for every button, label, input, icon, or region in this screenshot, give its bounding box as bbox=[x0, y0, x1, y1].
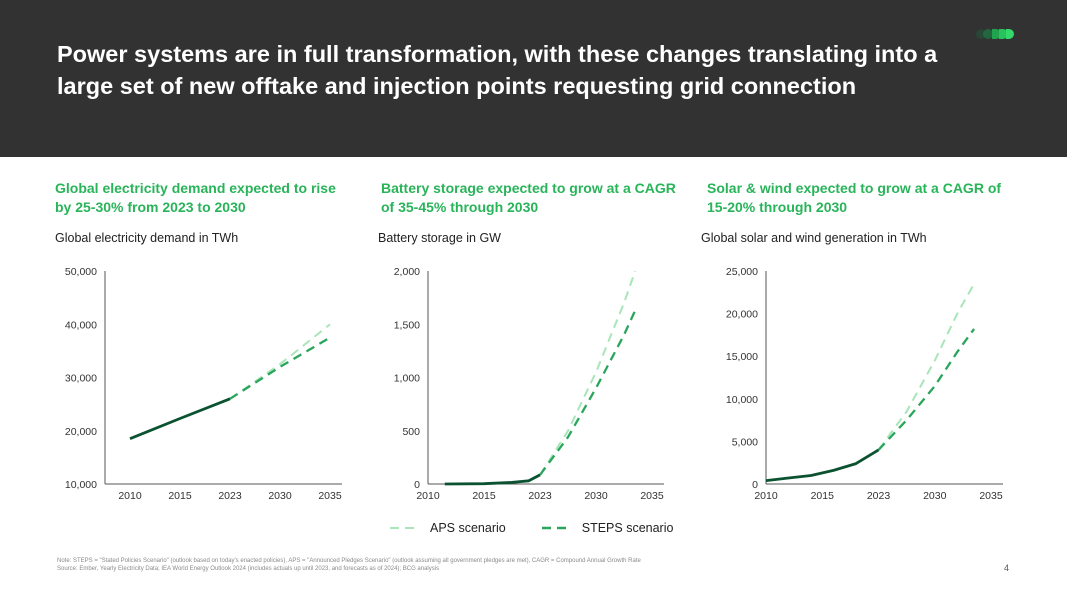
x-tick-label: 2023 bbox=[218, 490, 242, 502]
chart-solar-wind: 0 5,000 10,000 15,000 20,000 25,000 2010 2015 20… bbox=[726, 266, 1003, 502]
panel-1-subtitle: Global electricity demand in TWh bbox=[55, 231, 239, 245]
x-tick-label: 2010 bbox=[118, 490, 142, 502]
x-tick-label: 2023 bbox=[867, 490, 891, 502]
y-tick-label: 1,500 bbox=[394, 319, 420, 331]
aps-dash-icon bbox=[390, 527, 416, 529]
legend: APS scenario STEPS scenario bbox=[390, 521, 709, 535]
y-tick-label: 20,000 bbox=[726, 309, 758, 321]
x-tick-label: 2030 bbox=[584, 490, 608, 502]
series-line-steps-scenario bbox=[877, 328, 976, 451]
x-tick-label: 2030 bbox=[923, 490, 947, 502]
page-number: 4 bbox=[1004, 563, 1010, 573]
bcg-logo-icon bbox=[976, 29, 1014, 39]
footnote-note: Note: STEPS = "Stated Policies Scenario"… bbox=[57, 558, 641, 564]
series-line-aps-scenario bbox=[229, 323, 331, 400]
panel-3-subtitle: Global solar and wind generation in TWh bbox=[701, 231, 927, 245]
legend-item-steps: STEPS scenario bbox=[541, 521, 674, 535]
chart-battery-storage: 0 500 1,000 1,500 2,000 2010 2015 2023 2030 2035 bbox=[394, 266, 664, 502]
legend-label-steps: STEPS scenario bbox=[581, 521, 674, 535]
panel-1-heading: Global electricity demand expected to ri… bbox=[55, 180, 336, 215]
y-tick-label: 0 bbox=[414, 479, 420, 491]
y-tick-label: 20,000 bbox=[65, 426, 97, 438]
x-tick-label: 2010 bbox=[416, 490, 440, 502]
x-tick-label: 2015 bbox=[811, 490, 835, 502]
y-tick-label: 5,000 bbox=[732, 436, 758, 448]
x-tick-label: 2035 bbox=[318, 490, 342, 502]
y-tick-label: 30,000 bbox=[65, 373, 97, 385]
x-tick-label: 2035 bbox=[640, 490, 664, 502]
series-line-aps-scenario bbox=[539, 270, 637, 476]
series-line-steps-scenario bbox=[229, 336, 331, 400]
y-tick-label: 10,000 bbox=[726, 394, 758, 406]
footnote-source: Source: Ember, Yearly Electricity Data; … bbox=[57, 566, 440, 572]
panel-2-subtitle: Battery storage in GW bbox=[378, 231, 501, 245]
panel-2-heading: Battery storage expected to grow at a CA… bbox=[381, 180, 676, 215]
x-tick-label: 2023 bbox=[528, 490, 552, 502]
x-tick-label: 2010 bbox=[754, 490, 778, 502]
y-tick-label: 500 bbox=[402, 426, 420, 438]
y-tick-label: 25,000 bbox=[726, 266, 758, 278]
series-line-actual bbox=[444, 473, 541, 486]
panel-3-heading: Solar & wind expected to grow at a CAGR … bbox=[707, 180, 1002, 215]
series-line-actual bbox=[129, 397, 231, 440]
steps-dash-icon bbox=[541, 526, 568, 530]
legend-item-aps: APS scenario bbox=[390, 521, 506, 535]
x-tick-label: 2015 bbox=[168, 490, 192, 502]
series-line-aps-scenario bbox=[877, 283, 975, 451]
y-tick-label: 2,000 bbox=[394, 266, 420, 278]
x-tick-label: 2015 bbox=[472, 490, 496, 502]
footnote: Note: STEPS = "Stated Policies Scenario"… bbox=[57, 557, 641, 573]
series-line-actual bbox=[765, 448, 880, 482]
y-tick-label: 0 bbox=[752, 479, 758, 491]
legend-label-aps: APS scenario bbox=[430, 521, 506, 535]
x-tick-label: 2030 bbox=[268, 490, 292, 502]
page-title: Power systems are in full transformation… bbox=[57, 41, 938, 99]
chart-electricity-demand: 10,000 20,000 30,000 40,000 50,000 2010 2015 20… bbox=[65, 266, 342, 502]
x-tick-label: 2035 bbox=[979, 490, 1003, 502]
y-tick-label: 40,000 bbox=[65, 319, 97, 331]
y-tick-label: 10,000 bbox=[65, 479, 97, 491]
y-tick-label: 1,000 bbox=[394, 373, 420, 385]
y-tick-label: 15,000 bbox=[726, 351, 758, 363]
header-banner: Power systems are in full transformation… bbox=[0, 0, 1067, 157]
series-line-steps-scenario bbox=[539, 309, 637, 476]
y-tick-label: 50,000 bbox=[65, 266, 97, 278]
